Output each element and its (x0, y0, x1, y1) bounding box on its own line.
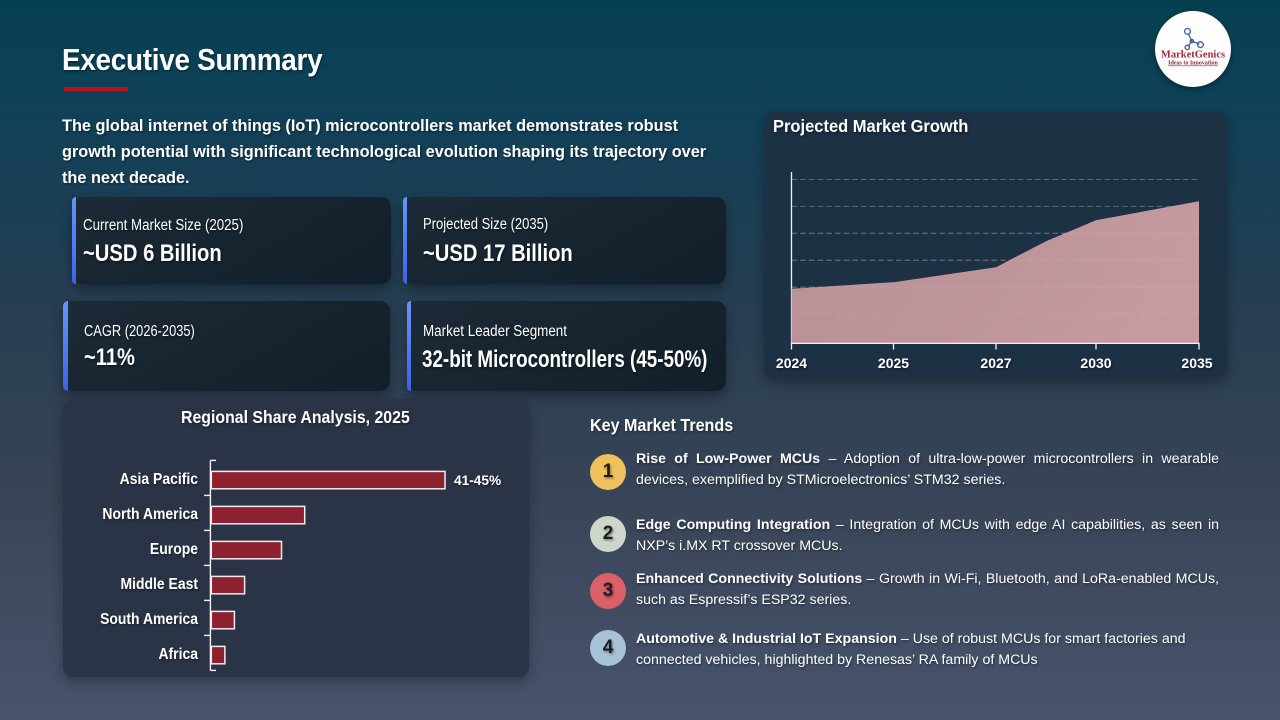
svg-text:MarketGenics: MarketGenics (1161, 50, 1225, 61)
svg-text:Ideas to Innovation: Ideas to Innovation (1168, 61, 1218, 67)
